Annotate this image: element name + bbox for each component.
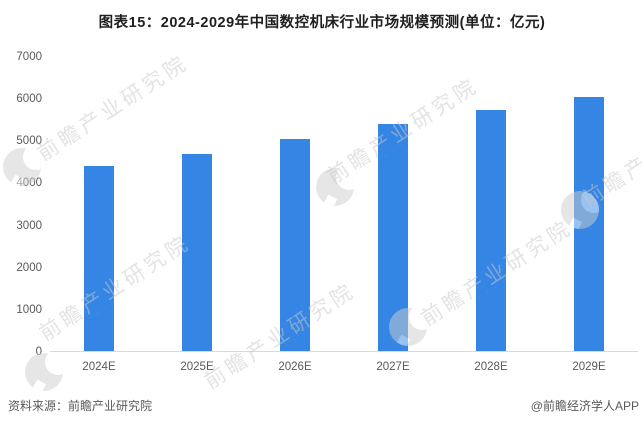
bar-slot [540,57,638,351]
x-axis-tick-label: 2025E [180,361,214,373]
source-note: 资料来源：前瞻产业研究院 [8,399,153,413]
bar-2026e [280,138,310,351]
chart-title: 图表15：2024-2029年中国数控机床行业市场规模预测(单位：亿元) [98,15,546,31]
bar-slot [148,57,246,351]
bar-2025e [182,153,212,351]
plot-area [50,57,638,352]
bar-2028e [476,109,506,351]
x-axis-tick-label: 2029E [572,361,606,373]
credit-note: @前瞻经济学人APP [530,399,639,413]
x-axis-tick-label: 2026E [278,361,312,373]
bar-2024e [84,166,114,351]
bar-slot [344,57,442,351]
y-axis: 7000 6000 5000 4000 3000 2000 1000 0 [16,51,42,358]
bar-slot [50,57,148,351]
bar-slot [246,57,344,351]
bar-2027e [378,124,408,351]
x-axis-tick-label: 2027E [376,361,410,373]
footer: 资料来源：前瞻产业研究院 @前瞻经济学人APP [8,397,639,414]
bar-slot [442,57,540,351]
x-axis-tick-label: 2028E [474,361,508,373]
x-axis: 2024E 2025E 2026E 2027E 2028E 2029E [50,361,638,373]
x-axis-tick-label: 2024E [82,361,116,373]
bar-2029e [574,96,604,351]
